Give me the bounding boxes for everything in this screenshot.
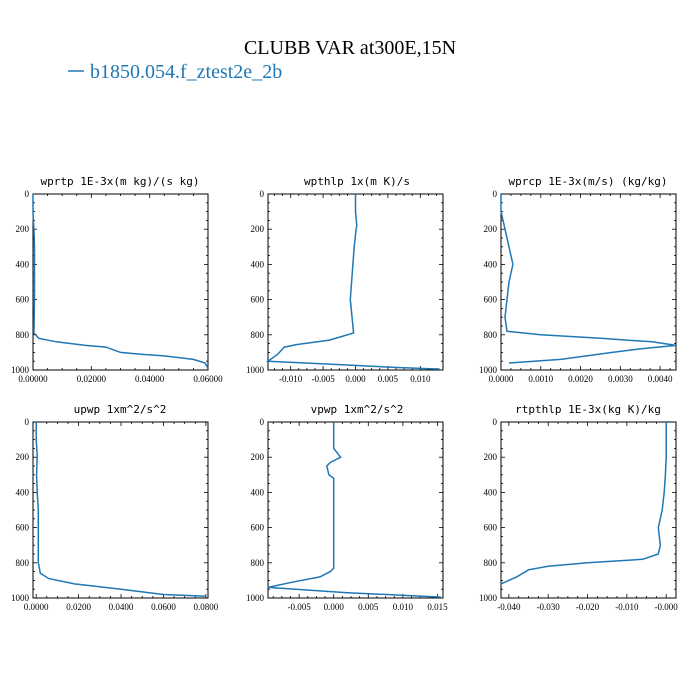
x-tick-label: 0.0600 xyxy=(151,602,176,612)
x-tick-label: -0.040 xyxy=(497,602,521,612)
x-tick-label: 0.010 xyxy=(410,374,431,384)
x-tick-label: 0.000 xyxy=(345,374,366,384)
x-tick-label: 0.0200 xyxy=(66,602,91,612)
x-tick-label: 0.0000 xyxy=(24,602,49,612)
y-tick-label: 200 xyxy=(16,224,30,234)
y-tick-label: 600 xyxy=(484,523,498,533)
y-tick-label: 600 xyxy=(251,523,265,533)
x-tick-label: -0.005 xyxy=(311,374,335,384)
series-line xyxy=(267,422,441,598)
x-tick-label: 0.000 xyxy=(324,602,345,612)
plot-frame xyxy=(500,421,677,599)
y-tick-label: 800 xyxy=(484,558,498,568)
y-tick-label: 1000 xyxy=(479,593,498,603)
y-tick-label: 400 xyxy=(16,259,30,269)
x-tick-label: -0.010 xyxy=(615,602,639,612)
plot-frame xyxy=(500,193,677,371)
y-tick-label: 1000 xyxy=(11,365,30,375)
x-tick-label: 0.0020 xyxy=(568,374,593,384)
legend: b1850.054.f_ztest2e_2b xyxy=(68,61,282,83)
panel-wpthlp: wpthlp 1x(m K)/s 0 200 400 600 800 1000 -0.010… xyxy=(246,175,444,384)
y-tick-label: 0 xyxy=(25,189,30,199)
plot-frame xyxy=(32,193,209,371)
panel-title: wprtp 1E-3x(m kg)/(s kg) xyxy=(41,175,200,188)
x-tick-label: 0.0040 xyxy=(648,374,673,384)
x-tick-label: 0.010 xyxy=(393,602,414,612)
y-tick-label: 400 xyxy=(251,259,265,269)
x-tick-label: -0.000 xyxy=(655,602,679,612)
y-tick-label: 600 xyxy=(251,295,265,305)
x-tick-label: 0.005 xyxy=(358,602,379,612)
x-tick-label: 0.005 xyxy=(378,374,399,384)
y-tick-label: 600 xyxy=(484,295,498,305)
panel-title: wprcp 1E-3x(m/s) (kg/kg) xyxy=(509,175,668,188)
y-tick-label: 200 xyxy=(484,224,498,234)
y-tick-label: 800 xyxy=(16,330,30,340)
series-line xyxy=(500,194,677,364)
panel-wprcp: wprcp 1E-3x(m/s) (kg/kg) 0 200 400 600 800 10… xyxy=(479,175,677,384)
y-tick-label: 400 xyxy=(484,259,498,269)
x-tick-label: 0.06000 xyxy=(193,374,223,384)
y-tick-label: 0 xyxy=(260,189,265,199)
y-tick-label: 0 xyxy=(493,417,498,427)
x-tick-label: -0.020 xyxy=(576,602,600,612)
y-tick-label: 1000 xyxy=(479,365,498,375)
panel-title: vpwp 1xm^2/s^2 xyxy=(311,403,404,416)
y-tick-label: 1000 xyxy=(246,593,265,603)
plot-frame xyxy=(267,193,444,371)
x-tick-label: 0.02000 xyxy=(77,374,107,384)
panel-wprtp: wprtp 1E-3x(m kg)/(s kg) 0 200 400 600 800 10… xyxy=(11,175,223,384)
series-line xyxy=(265,194,440,370)
series-line xyxy=(32,194,209,369)
y-tick-label: 800 xyxy=(484,330,498,340)
panel-title: rtpthlp 1E-3x(kg K)/kg xyxy=(515,403,661,416)
legend-label: b1850.054.f_ztest2e_2b xyxy=(90,61,282,83)
x-tick-label: -0.010 xyxy=(279,374,303,384)
x-tick-label: 0.0800 xyxy=(194,602,219,612)
plot-frame xyxy=(32,421,209,599)
panel-title: wpthlp 1x(m K)/s xyxy=(304,175,410,188)
y-tick-label: 0 xyxy=(25,417,30,427)
panel-rtpthlp: rtpthlp 1E-3x(kg K)/kg 0 200 400 600 800 1000… xyxy=(479,403,678,612)
y-tick-label: 200 xyxy=(251,224,265,234)
x-tick-label: 0.04000 xyxy=(135,374,165,384)
y-tick-label: 200 xyxy=(251,452,265,462)
y-tick-label: 800 xyxy=(251,558,265,568)
panel-title: upwp 1xm^2/s^2 xyxy=(74,403,167,416)
y-tick-label: 200 xyxy=(16,452,30,462)
y-tick-label: 400 xyxy=(484,487,498,497)
y-tick-label: 400 xyxy=(251,487,265,497)
y-tick-label: 200 xyxy=(484,452,498,462)
plot-frame xyxy=(267,421,444,599)
y-tick-label: 1000 xyxy=(11,593,30,603)
y-tick-label: 0 xyxy=(493,189,498,199)
series-line xyxy=(500,422,667,585)
x-tick-label: 0.0010 xyxy=(528,374,553,384)
series-line xyxy=(35,422,206,597)
x-tick-label: 0.015 xyxy=(427,602,448,612)
x-tick-label: -0.005 xyxy=(288,602,312,612)
x-tick-label: -0.030 xyxy=(537,602,561,612)
x-tick-label: 0.00000 xyxy=(18,374,48,384)
y-tick-label: 800 xyxy=(251,330,265,340)
y-tick-label: 600 xyxy=(16,523,30,533)
x-tick-label: 0.0030 xyxy=(608,374,633,384)
panel-vpwp: vpwp 1xm^2/s^2 0 200 400 600 800 1000 -0.005 0.… xyxy=(246,403,448,612)
x-tick-label: 0.0000 xyxy=(489,374,514,384)
x-tick-label: 0.0400 xyxy=(109,602,134,612)
y-tick-label: 800 xyxy=(16,558,30,568)
figure-title: CLUBB VAR at300E,15N xyxy=(244,37,456,59)
y-tick-label: 1000 xyxy=(246,365,265,375)
y-tick-label: 400 xyxy=(16,487,30,497)
y-tick-label: 0 xyxy=(260,417,265,427)
y-tick-label: 600 xyxy=(16,295,30,305)
